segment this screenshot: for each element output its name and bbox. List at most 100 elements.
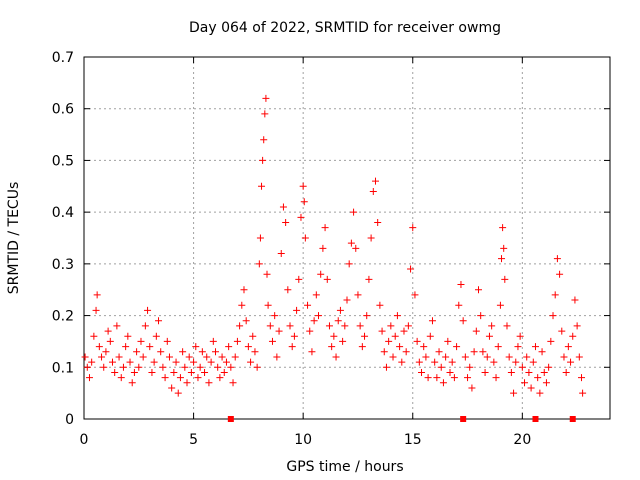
data-point bbox=[317, 270, 325, 278]
data-point bbox=[332, 353, 340, 361]
data-point bbox=[282, 218, 290, 226]
data-point bbox=[90, 332, 98, 340]
data-point bbox=[424, 374, 432, 382]
data-point bbox=[336, 306, 344, 314]
data-point bbox=[361, 332, 369, 340]
chart-title: Day 064 of 2022, SRMTID for receiver owm… bbox=[189, 20, 501, 36]
data-point bbox=[556, 270, 564, 278]
data-point bbox=[545, 363, 553, 371]
data-point bbox=[569, 332, 577, 340]
data-point bbox=[540, 368, 548, 376]
data-point bbox=[389, 353, 397, 361]
data-point bbox=[222, 358, 230, 366]
data-point bbox=[558, 327, 566, 335]
data-point bbox=[396, 343, 404, 351]
data-point bbox=[468, 384, 476, 392]
data-point bbox=[398, 358, 406, 366]
data-point bbox=[341, 322, 349, 330]
data-point bbox=[148, 368, 156, 376]
data-point bbox=[319, 244, 327, 252]
data-point bbox=[128, 379, 136, 387]
data-point bbox=[352, 244, 360, 252]
data-point bbox=[152, 332, 160, 340]
data-point bbox=[124, 332, 132, 340]
data-point bbox=[297, 213, 305, 221]
data-point bbox=[194, 374, 202, 382]
data-point bbox=[420, 343, 428, 351]
data-point bbox=[562, 368, 570, 376]
data-point bbox=[242, 317, 250, 325]
data-point bbox=[299, 182, 307, 190]
data-point bbox=[553, 255, 561, 263]
data-point bbox=[261, 110, 269, 118]
data-point bbox=[527, 384, 535, 392]
data-point bbox=[165, 353, 173, 361]
data-point bbox=[174, 389, 182, 397]
data-point bbox=[382, 363, 390, 371]
data-point bbox=[295, 275, 303, 283]
gap-marker bbox=[569, 416, 576, 422]
data-point bbox=[135, 363, 143, 371]
x-tick-label: 15 bbox=[404, 432, 422, 448]
data-point bbox=[510, 389, 518, 397]
data-point bbox=[81, 353, 89, 361]
data-point bbox=[549, 312, 557, 320]
data-point bbox=[444, 337, 452, 345]
data-point bbox=[485, 332, 493, 340]
data-point bbox=[470, 348, 478, 356]
data-point bbox=[439, 379, 447, 387]
data-point bbox=[418, 368, 426, 376]
data-point bbox=[275, 327, 283, 335]
data-point bbox=[264, 301, 272, 309]
data-point bbox=[249, 332, 257, 340]
data-point bbox=[301, 234, 309, 242]
data-point bbox=[179, 348, 187, 356]
axes bbox=[83, 56, 611, 420]
data-point bbox=[212, 348, 219, 356]
data-point bbox=[231, 353, 239, 361]
data-point bbox=[564, 343, 572, 351]
data-point bbox=[457, 281, 465, 289]
data-point bbox=[161, 374, 169, 382]
data-point bbox=[422, 353, 430, 361]
data-point bbox=[415, 358, 423, 366]
data-point bbox=[92, 306, 100, 314]
data-point bbox=[378, 327, 386, 335]
data-point bbox=[521, 379, 529, 387]
data-point bbox=[196, 363, 204, 371]
data-point bbox=[271, 312, 279, 320]
data-point bbox=[253, 363, 261, 371]
data-point bbox=[300, 198, 308, 206]
data-point bbox=[571, 296, 579, 304]
y-tick-label: 0 bbox=[65, 412, 74, 428]
data-point bbox=[518, 363, 526, 371]
data-point bbox=[567, 358, 575, 366]
data-point bbox=[575, 353, 583, 361]
data-point bbox=[240, 286, 248, 294]
data-point bbox=[102, 348, 110, 356]
data-point bbox=[122, 343, 130, 351]
data-point bbox=[229, 379, 237, 387]
data-point bbox=[98, 353, 106, 361]
data-point bbox=[479, 348, 487, 356]
data-point bbox=[347, 239, 355, 247]
data-point bbox=[531, 343, 539, 351]
data-point bbox=[578, 374, 586, 382]
gap-marker bbox=[227, 416, 234, 422]
y-tick-label: 0.7 bbox=[52, 50, 74, 66]
y-axis-label: SRMTID / TECUs bbox=[6, 182, 22, 295]
data-point bbox=[247, 358, 255, 366]
data-point bbox=[192, 343, 200, 351]
data-point bbox=[455, 301, 463, 309]
data-point bbox=[111, 368, 119, 376]
data-point bbox=[435, 348, 443, 356]
data-point bbox=[288, 343, 296, 351]
data-point bbox=[560, 353, 568, 361]
data-point bbox=[367, 234, 375, 242]
data-point bbox=[391, 332, 399, 340]
data-point bbox=[108, 358, 116, 366]
data-point bbox=[413, 337, 421, 345]
data-point bbox=[130, 368, 138, 376]
y-tick-label: 0.1 bbox=[52, 360, 74, 376]
